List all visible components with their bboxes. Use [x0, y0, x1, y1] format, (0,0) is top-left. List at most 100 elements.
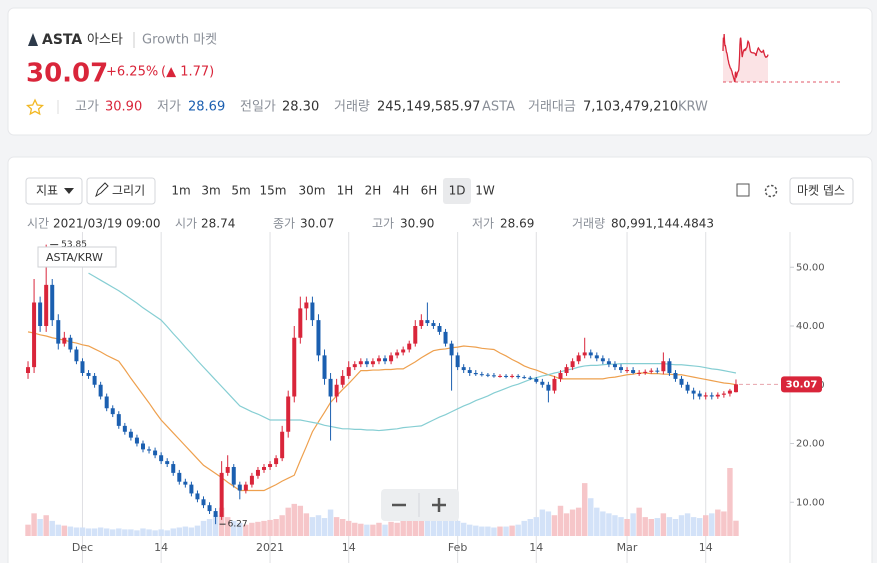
candle-body — [189, 484, 194, 494]
volume-bar — [110, 529, 116, 536]
volume-bar — [606, 513, 612, 536]
volume-bar — [660, 513, 667, 536]
indicator-label: 지표 — [36, 184, 58, 198]
stat-unit: KRW — [678, 100, 708, 115]
volume-bar — [218, 507, 225, 536]
candle-body — [600, 358, 605, 362]
volume-bar — [696, 518, 703, 536]
candle-body — [546, 384, 551, 391]
volume-bar — [666, 517, 673, 536]
interval[interactable]: 1D — [449, 184, 466, 198]
volume-bar — [116, 528, 122, 536]
volume-bar — [509, 525, 515, 536]
candle-body — [207, 505, 212, 512]
candle-body — [352, 364, 357, 368]
zoom-panel — [381, 489, 459, 521]
candle-body — [237, 484, 242, 491]
volume-bar — [206, 519, 213, 536]
candle-body — [516, 375, 521, 378]
legend-value: 30.07 — [300, 217, 334, 231]
volume-bar — [575, 507, 582, 536]
candle-body — [358, 361, 363, 365]
candle-body — [134, 437, 139, 444]
candle-body — [401, 349, 406, 353]
volume-bar — [31, 513, 37, 536]
volume-bar — [176, 527, 183, 536]
volume-bar — [339, 519, 346, 536]
x-tick-label: 14 — [699, 541, 713, 554]
last-price-label: 30.07 — [786, 379, 818, 390]
candle-body — [733, 384, 738, 393]
volume-bar — [291, 503, 297, 536]
legend-value: 28.74 — [201, 217, 235, 231]
candle-body — [122, 425, 127, 432]
candle-body — [364, 361, 369, 365]
interval[interactable]: 15m — [260, 184, 287, 198]
interval[interactable]: 1H — [337, 184, 354, 198]
min-label: 6.27 — [228, 520, 248, 530]
interval[interactable]: 30m — [299, 184, 326, 198]
candle-body — [104, 396, 109, 409]
volume-bar — [352, 522, 358, 536]
volume-bar — [400, 520, 406, 536]
candle-body — [649, 370, 654, 372]
volume-bar — [442, 519, 449, 536]
candle-body — [667, 361, 672, 373]
pair-label: ASTA/KRW — [46, 251, 103, 264]
change: (▲ 1.77) — [161, 65, 214, 80]
candle-body — [643, 371, 648, 373]
volume-bar — [721, 511, 727, 536]
indicator-button[interactable] — [25, 177, 83, 205]
legend-value: 2021/03/19 09:00 — [53, 217, 161, 231]
interval-selected — [443, 178, 471, 204]
candle-body — [631, 370, 636, 373]
volume-bar — [630, 513, 636, 536]
candle-body — [62, 337, 67, 344]
candle-body — [231, 467, 236, 485]
stat-value: 28.69 — [188, 100, 225, 115]
candle-body — [50, 284, 55, 321]
volume-bar — [243, 524, 249, 536]
volume-bar — [273, 519, 279, 536]
interval[interactable]: 2H — [365, 184, 382, 198]
candle-body — [213, 511, 218, 517]
volume-bar — [140, 528, 146, 536]
interval[interactable]: 1W — [475, 184, 495, 198]
volume-bar — [85, 528, 92, 536]
candle-body — [92, 375, 97, 385]
volume-bar — [497, 526, 503, 536]
volume-bar — [539, 509, 546, 536]
depth-button[interactable] — [789, 177, 854, 205]
legend-value: 30.90 — [400, 217, 434, 231]
volume-bar — [158, 529, 164, 536]
interval[interactable]: 6H — [421, 184, 438, 198]
stat-label: 저가 — [157, 100, 181, 115]
volume-bar — [503, 526, 509, 536]
candle-body — [249, 475, 254, 485]
interval[interactable]: 3m — [201, 184, 220, 198]
candle-body — [147, 449, 152, 451]
volume-bar — [460, 522, 467, 536]
candle-body — [413, 326, 418, 344]
candle-body — [98, 384, 103, 397]
volume-bar — [473, 525, 479, 536]
candle-body — [443, 331, 448, 344]
volume-bar — [515, 524, 521, 536]
interval[interactable]: 4H — [393, 184, 410, 198]
settings-icon[interactable] — [764, 184, 778, 198]
popout-icon[interactable] — [736, 183, 750, 197]
volume-bar — [654, 518, 661, 536]
candle-body — [679, 378, 684, 385]
interval[interactable]: 5m — [231, 184, 250, 198]
y-tick-label: 20.00 — [796, 439, 825, 450]
volume-bar — [146, 529, 152, 536]
candle-body — [183, 481, 188, 485]
favorite-star[interactable] — [25, 98, 45, 116]
volume-bar — [600, 511, 606, 536]
volume-bar — [194, 525, 201, 536]
candle-body — [159, 455, 164, 462]
interval[interactable]: 1m — [171, 184, 190, 198]
volume-bar — [128, 529, 134, 536]
candle-body — [268, 464, 273, 467]
chart-card — [7, 156, 873, 563]
